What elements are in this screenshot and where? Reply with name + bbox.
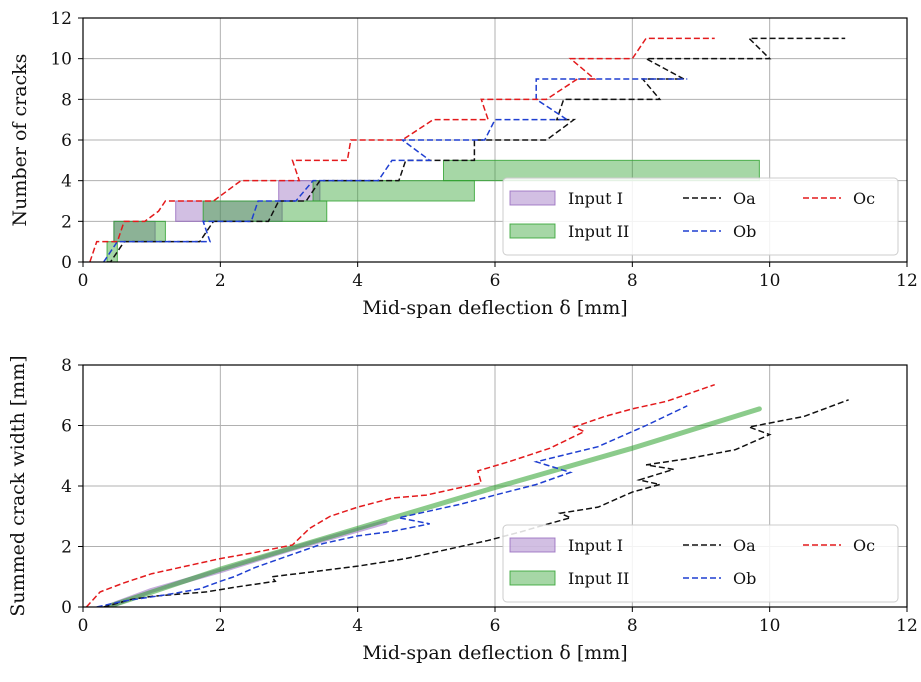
legend-label-4: Ob xyxy=(733,222,756,241)
x-axis-label: Mid-span deflection δ [mm] xyxy=(362,642,627,664)
legend-label-0: Input I xyxy=(568,536,623,555)
y-axis-label: Number of cracks xyxy=(9,54,31,227)
legend-label-4: Ob xyxy=(733,569,756,588)
x-tick-label-6: 12 xyxy=(896,271,918,291)
legend-label-2: Oc xyxy=(853,536,875,555)
series-line-0 xyxy=(107,37,846,262)
legend-swatch-0 xyxy=(509,190,556,206)
x-tick-label-3: 6 xyxy=(490,271,501,291)
plot-area xyxy=(89,37,846,262)
x-tick-label-2: 4 xyxy=(352,616,363,636)
x-tick-label-4: 8 xyxy=(627,616,638,636)
x-tick-label-1: 2 xyxy=(215,616,226,636)
y-tick-label-2: 4 xyxy=(61,477,72,497)
y-tick-label-4: 8 xyxy=(61,90,72,110)
legend-swatch-0 xyxy=(509,537,556,553)
series-line-2 xyxy=(89,37,715,262)
y-tick-label-3: 6 xyxy=(61,131,72,151)
y-tick-label-1: 2 xyxy=(61,212,72,232)
band-1-line xyxy=(104,406,762,607)
legend-box xyxy=(502,524,899,603)
chart-panel-1: 0 2 4 6 8 10 12 0 2 4 6 8 10 12 Mid-span deflection δ … xyxy=(9,9,918,319)
legend-label-2: Oc xyxy=(853,189,875,208)
x-tick-label-1: 2 xyxy=(215,271,226,291)
y-tick-label-1: 2 xyxy=(61,538,72,558)
y-tick-label-6: 12 xyxy=(50,9,72,29)
legend: Input I Oa Oc Input II Ob xyxy=(502,177,899,256)
x-axis-label: Mid-span deflection δ [mm] xyxy=(362,297,627,319)
band-1-rect-2 xyxy=(202,200,328,222)
plot-area xyxy=(85,383,849,607)
legend-box xyxy=(502,177,899,256)
legend-swatch-3 xyxy=(509,570,556,586)
y-tick-label-5: 10 xyxy=(50,50,72,70)
band-1-rect-1 xyxy=(113,220,166,243)
legend-label-0: Input I xyxy=(568,189,623,208)
legend-label-3: Input II xyxy=(568,222,629,241)
y-tick-label-2: 4 xyxy=(61,172,72,192)
band-1-rect-3 xyxy=(312,180,475,202)
x-tick-label-0: 0 xyxy=(78,616,89,636)
y-tick-label-0: 0 xyxy=(61,253,72,273)
series-line-1 xyxy=(96,405,688,607)
x-tick-label-5: 10 xyxy=(759,616,781,636)
x-tick-label-6: 12 xyxy=(896,616,918,636)
series-line-0 xyxy=(103,399,849,607)
legend-label-3: Input II xyxy=(568,569,629,588)
x-tick-label-5: 10 xyxy=(759,271,781,291)
legend: Input I Oa Oc Input II Ob xyxy=(502,524,899,603)
series-line-2 xyxy=(85,383,715,607)
y-tick-label-0: 0 xyxy=(61,598,72,618)
x-tick-label-3: 6 xyxy=(490,616,501,636)
y-tick-label-4: 8 xyxy=(61,356,72,376)
x-tick-label-4: 8 xyxy=(627,271,638,291)
series-line-1 xyxy=(102,78,688,262)
y-axis-label: Summed crack width [mm] xyxy=(7,355,29,616)
legend-label-1: Oa xyxy=(733,189,756,208)
x-tick-label-2: 4 xyxy=(352,271,363,291)
x-tick-label-0: 0 xyxy=(78,271,89,291)
legend-label-1: Oa xyxy=(733,536,756,555)
legend-swatch-3 xyxy=(509,223,556,239)
y-tick-label-3: 6 xyxy=(61,417,72,437)
